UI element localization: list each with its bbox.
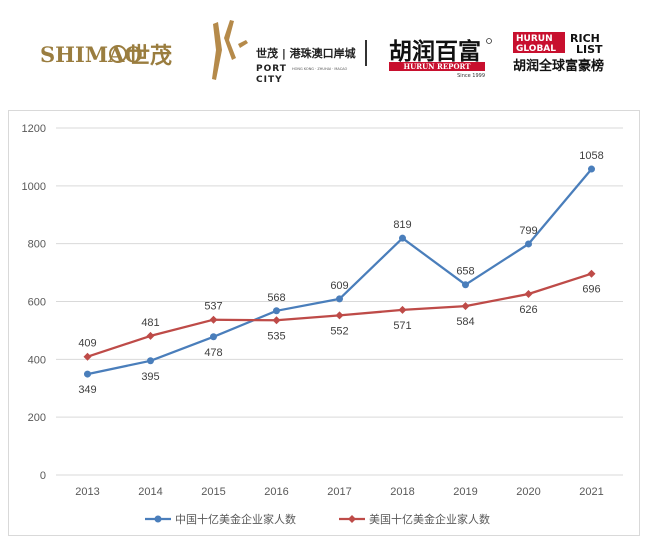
data-label: 609 — [330, 280, 348, 292]
logo-divider — [365, 40, 367, 66]
rich-list-box-2: GLOBAL — [516, 44, 556, 54]
port-city-logo: 世茂 | 港珠澳口岸城 PORT CITY HONG KONG · ZHUHAI… — [212, 20, 356, 85]
data-point — [83, 352, 92, 361]
logo-bar: SHIMAO 世茂 世茂 | 港珠澳口岸城 PORT CITY HONG KON… — [40, 20, 604, 85]
data-label: 535 — [267, 330, 285, 342]
data-label: 799 — [519, 225, 537, 237]
hurun-since: Since 1999 — [457, 73, 485, 79]
data-label: 1058 — [579, 150, 603, 162]
data-point — [525, 240, 532, 248]
x-tick-label: 2017 — [327, 486, 351, 498]
port-city-cn: 世茂 | 港珠澳口岸城 — [256, 46, 356, 60]
y-tick-label: 0 — [40, 470, 46, 482]
data-label: 478 — [204, 347, 222, 359]
data-point — [587, 269, 596, 278]
data-label: 626 — [519, 304, 537, 316]
data-point — [272, 316, 281, 325]
data-label: 395 — [141, 371, 159, 383]
y-tick-label: 1200 — [22, 123, 46, 135]
y-tick-label: 200 — [28, 412, 46, 424]
rich-list-box — [513, 32, 565, 53]
hurun-report-cn: 胡润百富 — [389, 38, 481, 65]
rich-list-1: RICH — [570, 32, 600, 45]
data-point — [273, 307, 280, 315]
data-point — [461, 302, 470, 311]
rich-list-cn: 胡润全球富豪榜 — [513, 58, 604, 74]
data-point — [146, 331, 155, 340]
data-point — [524, 289, 533, 298]
data-label: 584 — [456, 316, 474, 328]
x-tick-label: 2020 — [516, 486, 540, 498]
legend-label: 中国十亿美金企业家人数 — [175, 512, 296, 526]
data-label: 571 — [393, 320, 411, 332]
data-point — [398, 305, 407, 314]
data-label: 552 — [330, 325, 348, 337]
data-point — [336, 295, 343, 303]
hurun-report-en: HURUN REPORT — [404, 62, 472, 71]
data-point — [209, 315, 218, 324]
x-tick-label: 2015 — [201, 486, 225, 498]
registered-icon — [486, 38, 492, 44]
rich-list-box-1: HURUN — [516, 34, 553, 44]
shimao-logo: SHIMAO 世茂 — [40, 42, 172, 69]
data-label: 349 — [78, 384, 96, 396]
data-label: 568 — [267, 292, 285, 304]
y-tick-label: 600 — [28, 297, 46, 309]
port-city-en-1: PORT — [256, 64, 287, 74]
rich-list-logo: HURUN GLOBAL RICH LIST 胡润全球富豪榜 — [513, 32, 604, 74]
x-tick-label: 2016 — [264, 486, 288, 498]
x-tick-label: 2018 — [390, 486, 414, 498]
data-point — [84, 370, 91, 378]
data-label: 819 — [393, 219, 411, 231]
data-point — [462, 281, 469, 289]
legend-marker — [154, 515, 162, 523]
x-tick-label: 2014 — [138, 486, 162, 498]
legend-marker — [348, 515, 356, 523]
chart-frame: 0 200 400 600 800 1000 1200 2013 2014 2015 2016 201… — [8, 110, 640, 536]
hurun-report-band — [389, 62, 485, 71]
x-tick-label: 2013 — [75, 486, 99, 498]
data-label: 481 — [141, 317, 159, 329]
data-label: 537 — [204, 301, 222, 313]
series-line — [87, 168, 593, 376]
data-point — [335, 311, 344, 320]
port-city-brush-icon — [212, 22, 222, 80]
rich-list-2: LIST — [576, 43, 603, 56]
hurun-report-logo: 胡润百富 HURUN REPORT Since 1999 — [389, 38, 492, 79]
x-tick-label: 2021 — [579, 486, 603, 498]
shimao-emblem-icon — [109, 45, 127, 63]
data-point — [210, 333, 217, 341]
data-point — [588, 165, 595, 173]
legend-label: 美国十亿美金企业家人数 — [369, 512, 490, 526]
y-tick-label: 800 — [28, 239, 46, 251]
shimao-logo-cn: 世茂 — [128, 44, 172, 69]
data-label: 658 — [456, 266, 474, 278]
data-label: 409 — [78, 338, 96, 350]
data-label: 696 — [582, 284, 600, 296]
data-point — [147, 357, 154, 365]
port-city-small: HONG KONG · ZHUHAI · MACAO — [292, 67, 347, 71]
y-tick-label: 1000 — [22, 181, 46, 193]
line-chart: 0 200 400 600 800 1000 1200 2013 2014 2015 2016 201… — [22, 123, 623, 526]
x-tick-label: 2019 — [453, 486, 477, 498]
port-city-en-2: CITY — [256, 75, 283, 85]
y-tick-label: 400 — [28, 354, 46, 366]
data-point — [399, 234, 406, 242]
